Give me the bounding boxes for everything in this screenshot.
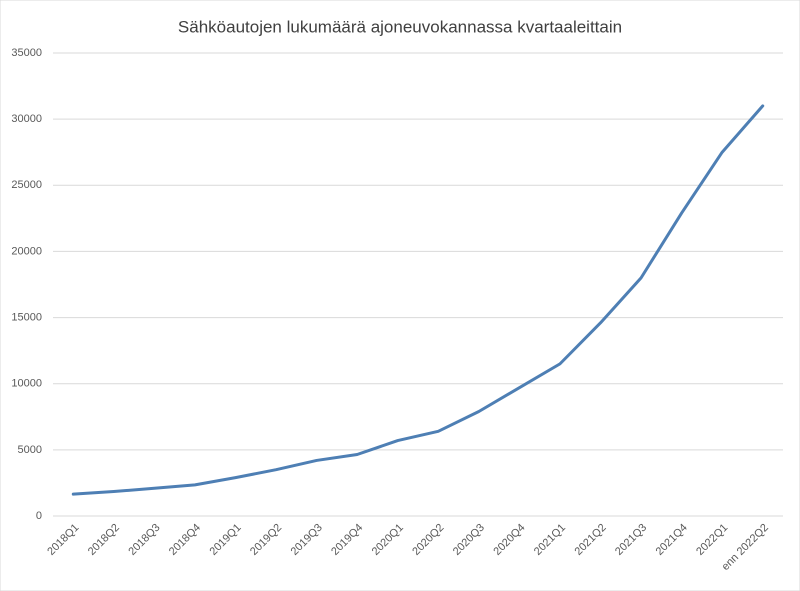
y-tick-label: 20000	[11, 245, 42, 257]
chart-title: Sähköautojen lukumäärä ajoneuvokannassa …	[178, 17, 622, 36]
data-line	[71, 104, 765, 496]
y-tick-label: 5000	[18, 444, 42, 456]
y-tick-label: 35000	[11, 47, 42, 59]
y-tick-label: 0	[36, 510, 42, 522]
y-tick-label: 30000	[11, 113, 42, 125]
y-tick-label: 15000	[11, 311, 42, 323]
y-tick-label: 10000	[11, 378, 42, 390]
y-tick-label: 25000	[11, 179, 42, 191]
